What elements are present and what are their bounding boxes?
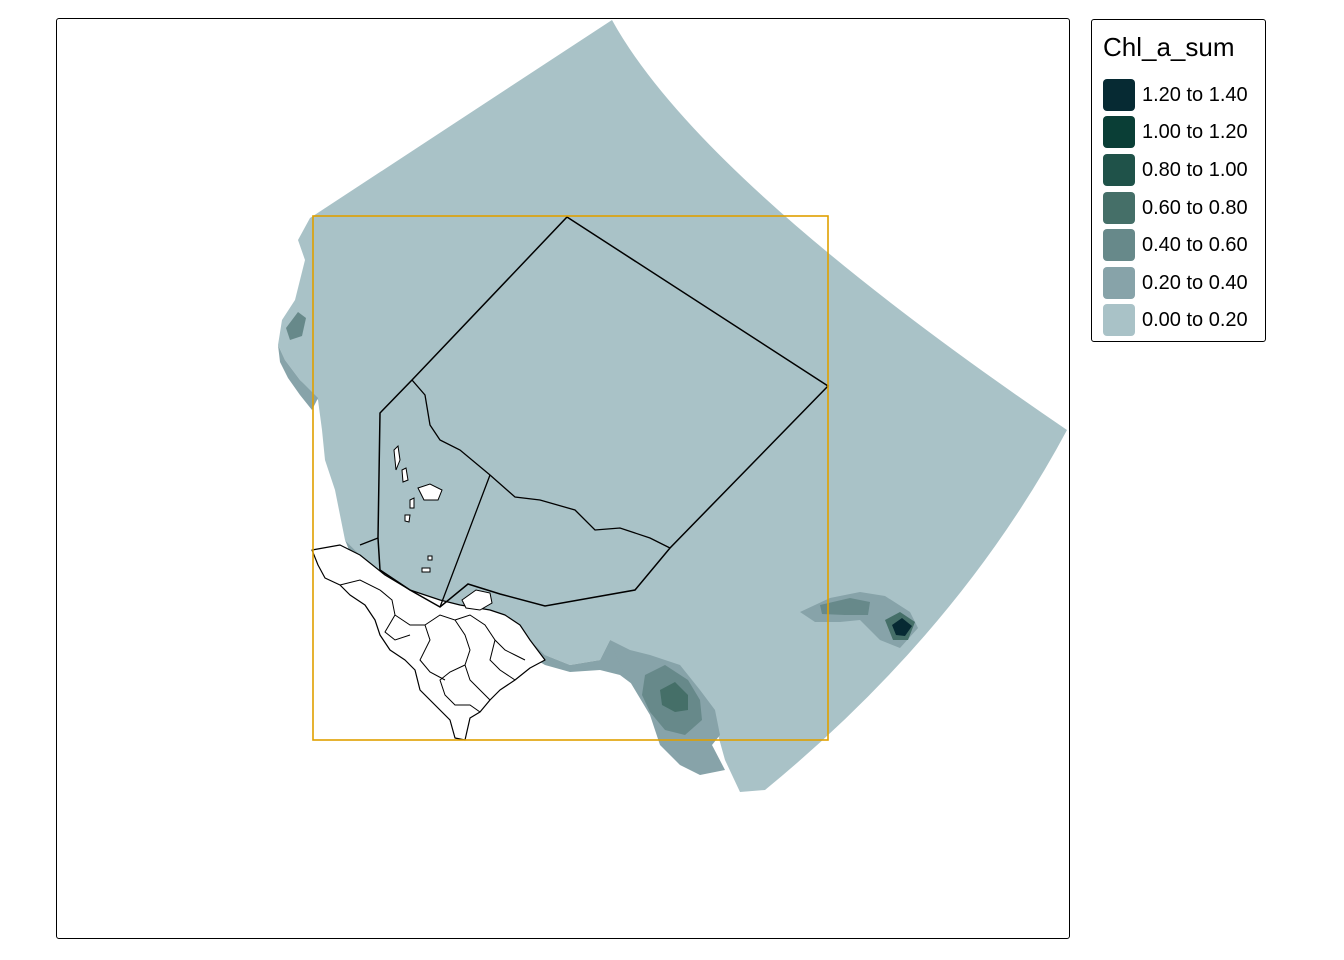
legend-label: 0.60 to 0.80 (1142, 197, 1248, 219)
legend-label: 0.40 to 0.60 (1142, 234, 1248, 256)
legend-item: 0.60 to 0.80 (1103, 191, 1263, 225)
legend-item: 1.20 to 1.40 (1103, 78, 1263, 112)
legend-swatch (1103, 304, 1135, 336)
legend-swatch (1103, 192, 1135, 224)
management-area-boundary (377, 216, 830, 608)
island-bay (461, 589, 493, 611)
legend-label: 1.20 to 1.40 (1142, 84, 1248, 106)
legend-item: 0.40 to 0.60 (1103, 228, 1263, 262)
legend-item: 0.80 to 1.00 (1103, 153, 1263, 187)
legend-swatch (1103, 229, 1135, 261)
islands-small (393, 444, 443, 573)
management-area-subdivisions (359, 379, 671, 608)
legend-swatch (1103, 116, 1135, 148)
legend-label: 0.00 to 0.20 (1142, 309, 1248, 331)
chl-raster-east-hotspot-core (892, 618, 912, 636)
legend-item: 0.20 to 0.40 (1103, 266, 1263, 300)
legend-swatch (1103, 154, 1135, 186)
chl-raster-south-blob-core (660, 682, 688, 712)
study-area-bbox (312, 215, 829, 741)
legend-swatch (1103, 79, 1135, 111)
legend-label: 0.80 to 1.00 (1142, 159, 1248, 181)
legend-item: 0.00 to 0.20 (1103, 303, 1263, 337)
chl-raster-east-streak-mid (820, 598, 870, 615)
legend-item: 1.00 to 1.20 (1103, 115, 1263, 149)
land-district-lines (339, 579, 526, 713)
legend-label: 0.20 to 0.40 (1142, 272, 1248, 294)
chl-raster-nw-patch (286, 312, 306, 340)
legend: Chl_a_sum 1.20 to 1.40 1.00 to 1.20 0.80… (1091, 19, 1266, 342)
legend-swatch (1103, 267, 1135, 299)
legend-label: 1.00 to 1.20 (1142, 121, 1248, 143)
chl-raster-nw-fringe (278, 345, 318, 410)
legend-title: Chl_a_sum (1103, 32, 1235, 62)
